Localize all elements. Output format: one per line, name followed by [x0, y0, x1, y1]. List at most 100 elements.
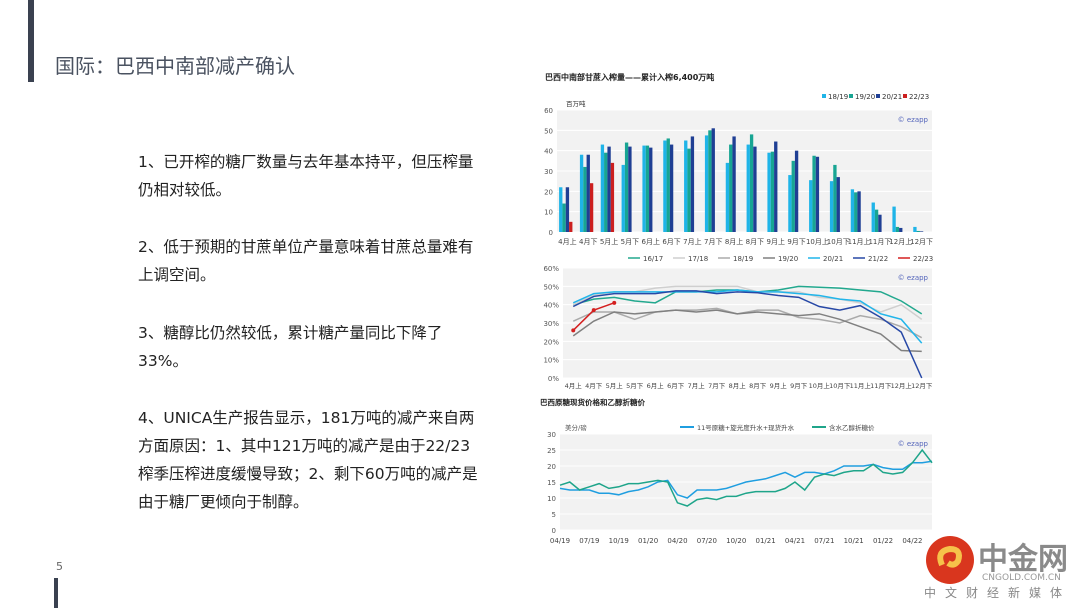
x-tick-label: 6月下 [667, 382, 685, 390]
chart-title: 巴西原糖现货价格和乙醇折糖价 [540, 397, 645, 407]
x-tick-label: 01/21 [755, 537, 775, 545]
bar-18/19 [621, 164, 625, 232]
bar-19/20 [854, 192, 858, 232]
svg-text:CNGOLD.COM.CN: CNGOLD.COM.CN [982, 573, 1061, 583]
legend-label: 21/22 [868, 255, 888, 263]
x-tick-label: 10/20 [726, 537, 746, 545]
x-tick-label: 10月上 [809, 381, 831, 390]
x-tick-label: 6月上 [642, 237, 660, 246]
bar-18/19 [829, 181, 834, 232]
bar-20/21 [565, 187, 570, 232]
legend-swatch [822, 94, 826, 98]
bar-22/23 [589, 183, 594, 232]
x-tick-label: 8月下 [746, 238, 764, 246]
x-tick-label: 01/22 [873, 537, 893, 545]
bar-20/21 [732, 136, 736, 232]
bar-19/20 [708, 130, 712, 232]
bar-18/19 [892, 206, 896, 232]
y-tick-label: 30 [547, 431, 556, 439]
x-tick-label: 10月下 [827, 238, 850, 246]
x-tick-label: 4月上 [558, 237, 576, 246]
legend-label: 18/19 [828, 93, 848, 101]
bar-18/19 [725, 162, 730, 232]
bar-20/21 [878, 214, 882, 232]
y-tick-label: 10% [543, 357, 559, 365]
x-tick-label: 12月下 [911, 382, 933, 390]
y-tick-label: 20 [544, 188, 553, 196]
bar-18/19 [913, 226, 917, 232]
x-tick-label: 8月上 [729, 381, 747, 390]
bar-19/20 [791, 160, 795, 232]
y-tick-label: 10 [547, 495, 556, 503]
y-tick-label: 20 [547, 463, 556, 471]
y-axis-label: 美分/磅 [565, 423, 587, 432]
legend-swatch [876, 94, 880, 98]
bar-20/21 [649, 147, 653, 232]
legend-swatch [849, 94, 853, 98]
y-tick-label: 0 [552, 527, 556, 535]
bar-19/20 [645, 145, 650, 232]
bar-18/19 [663, 140, 667, 232]
bar-19/20 [583, 166, 587, 232]
bar-20/21 [899, 227, 903, 232]
legend-label: 20/21 [882, 93, 902, 101]
x-tick-label: 8月上 [725, 237, 743, 246]
bar-22/23 [610, 162, 615, 232]
y-tick-label: 30 [544, 168, 553, 176]
legend-label: 22/23 [913, 255, 933, 263]
x-tick-label: 12月下 [910, 238, 933, 246]
logo-emblem-icon: 中金网 CNGOLD.COM.CN 中文财经新媒体 [924, 536, 1068, 600]
x-tick-label: 04/20 [667, 537, 687, 545]
bar-20/21 [669, 144, 674, 232]
bar-18/19 [871, 202, 875, 232]
watermark: © ezapp [898, 116, 929, 124]
bar-18/19 [642, 145, 646, 232]
y-tick-label: 50% [543, 283, 559, 291]
bar-20/21 [857, 191, 861, 232]
y-tick-label: 0 [549, 229, 553, 237]
bar-19/20 [666, 138, 670, 232]
bar-20/21 [607, 146, 611, 232]
page-number: 5 [56, 560, 63, 573]
x-tick-label: 12月上 [889, 237, 912, 246]
bar-20/21 [794, 150, 799, 232]
x-tick-label: 9月上 [767, 237, 785, 246]
data-point [591, 308, 596, 313]
bar-20/21 [711, 128, 715, 232]
bar-20/21 [815, 156, 820, 232]
cngold-logo: 中金网 CNGOLD.COM.CN 中文财经新媒体 [920, 535, 1080, 608]
paragraph-1: 1、已开榨的糖厂数量与去年基本持平，但压榨量仍相对较低。 [138, 153, 474, 199]
x-tick-label: 07/21 [814, 537, 834, 545]
data-point [571, 328, 576, 333]
x-tick-label: 6月下 [662, 238, 680, 246]
x-tick-label: 10月下 [829, 382, 851, 390]
bar-20/21 [836, 177, 840, 232]
bar-19/20 [562, 203, 566, 232]
bar-19/20 [770, 151, 775, 232]
x-tick-label: 5月下 [626, 382, 644, 390]
x-tick-label: 4月上 [565, 381, 583, 390]
x-tick-label: 04/21 [785, 537, 805, 545]
series-line-19/20 [572, 309, 922, 353]
bar-18/19 [684, 140, 688, 232]
x-tick-label: 7月上 [688, 381, 706, 390]
y-tick-label: 40% [543, 302, 559, 310]
bar-19/20 [749, 134, 754, 232]
bar-18/19 [809, 180, 813, 232]
y-tick-label: 40 [544, 148, 553, 156]
watermark: © ezapp [898, 274, 929, 282]
x-tick-label: 11月下 [870, 382, 892, 390]
watermark: © ezapp [898, 440, 929, 448]
y-tick-label: 10 [544, 209, 553, 217]
x-tick-label: 12月上 [891, 381, 913, 390]
y-tick-label: 30% [543, 320, 559, 328]
bar-20/21 [628, 146, 632, 232]
slide-title: 国际：巴西中南部减产确认 [55, 54, 295, 78]
bar-19/20 [895, 226, 900, 232]
bar-18/19 [850, 189, 855, 232]
x-tick-label: 7月上 [683, 237, 701, 246]
y-tick-label: 50 [544, 127, 553, 135]
x-tick-label: 7月下 [704, 238, 722, 246]
y-tick-label: 0% [548, 375, 559, 383]
x-tick-label: 11月上 [850, 381, 872, 390]
